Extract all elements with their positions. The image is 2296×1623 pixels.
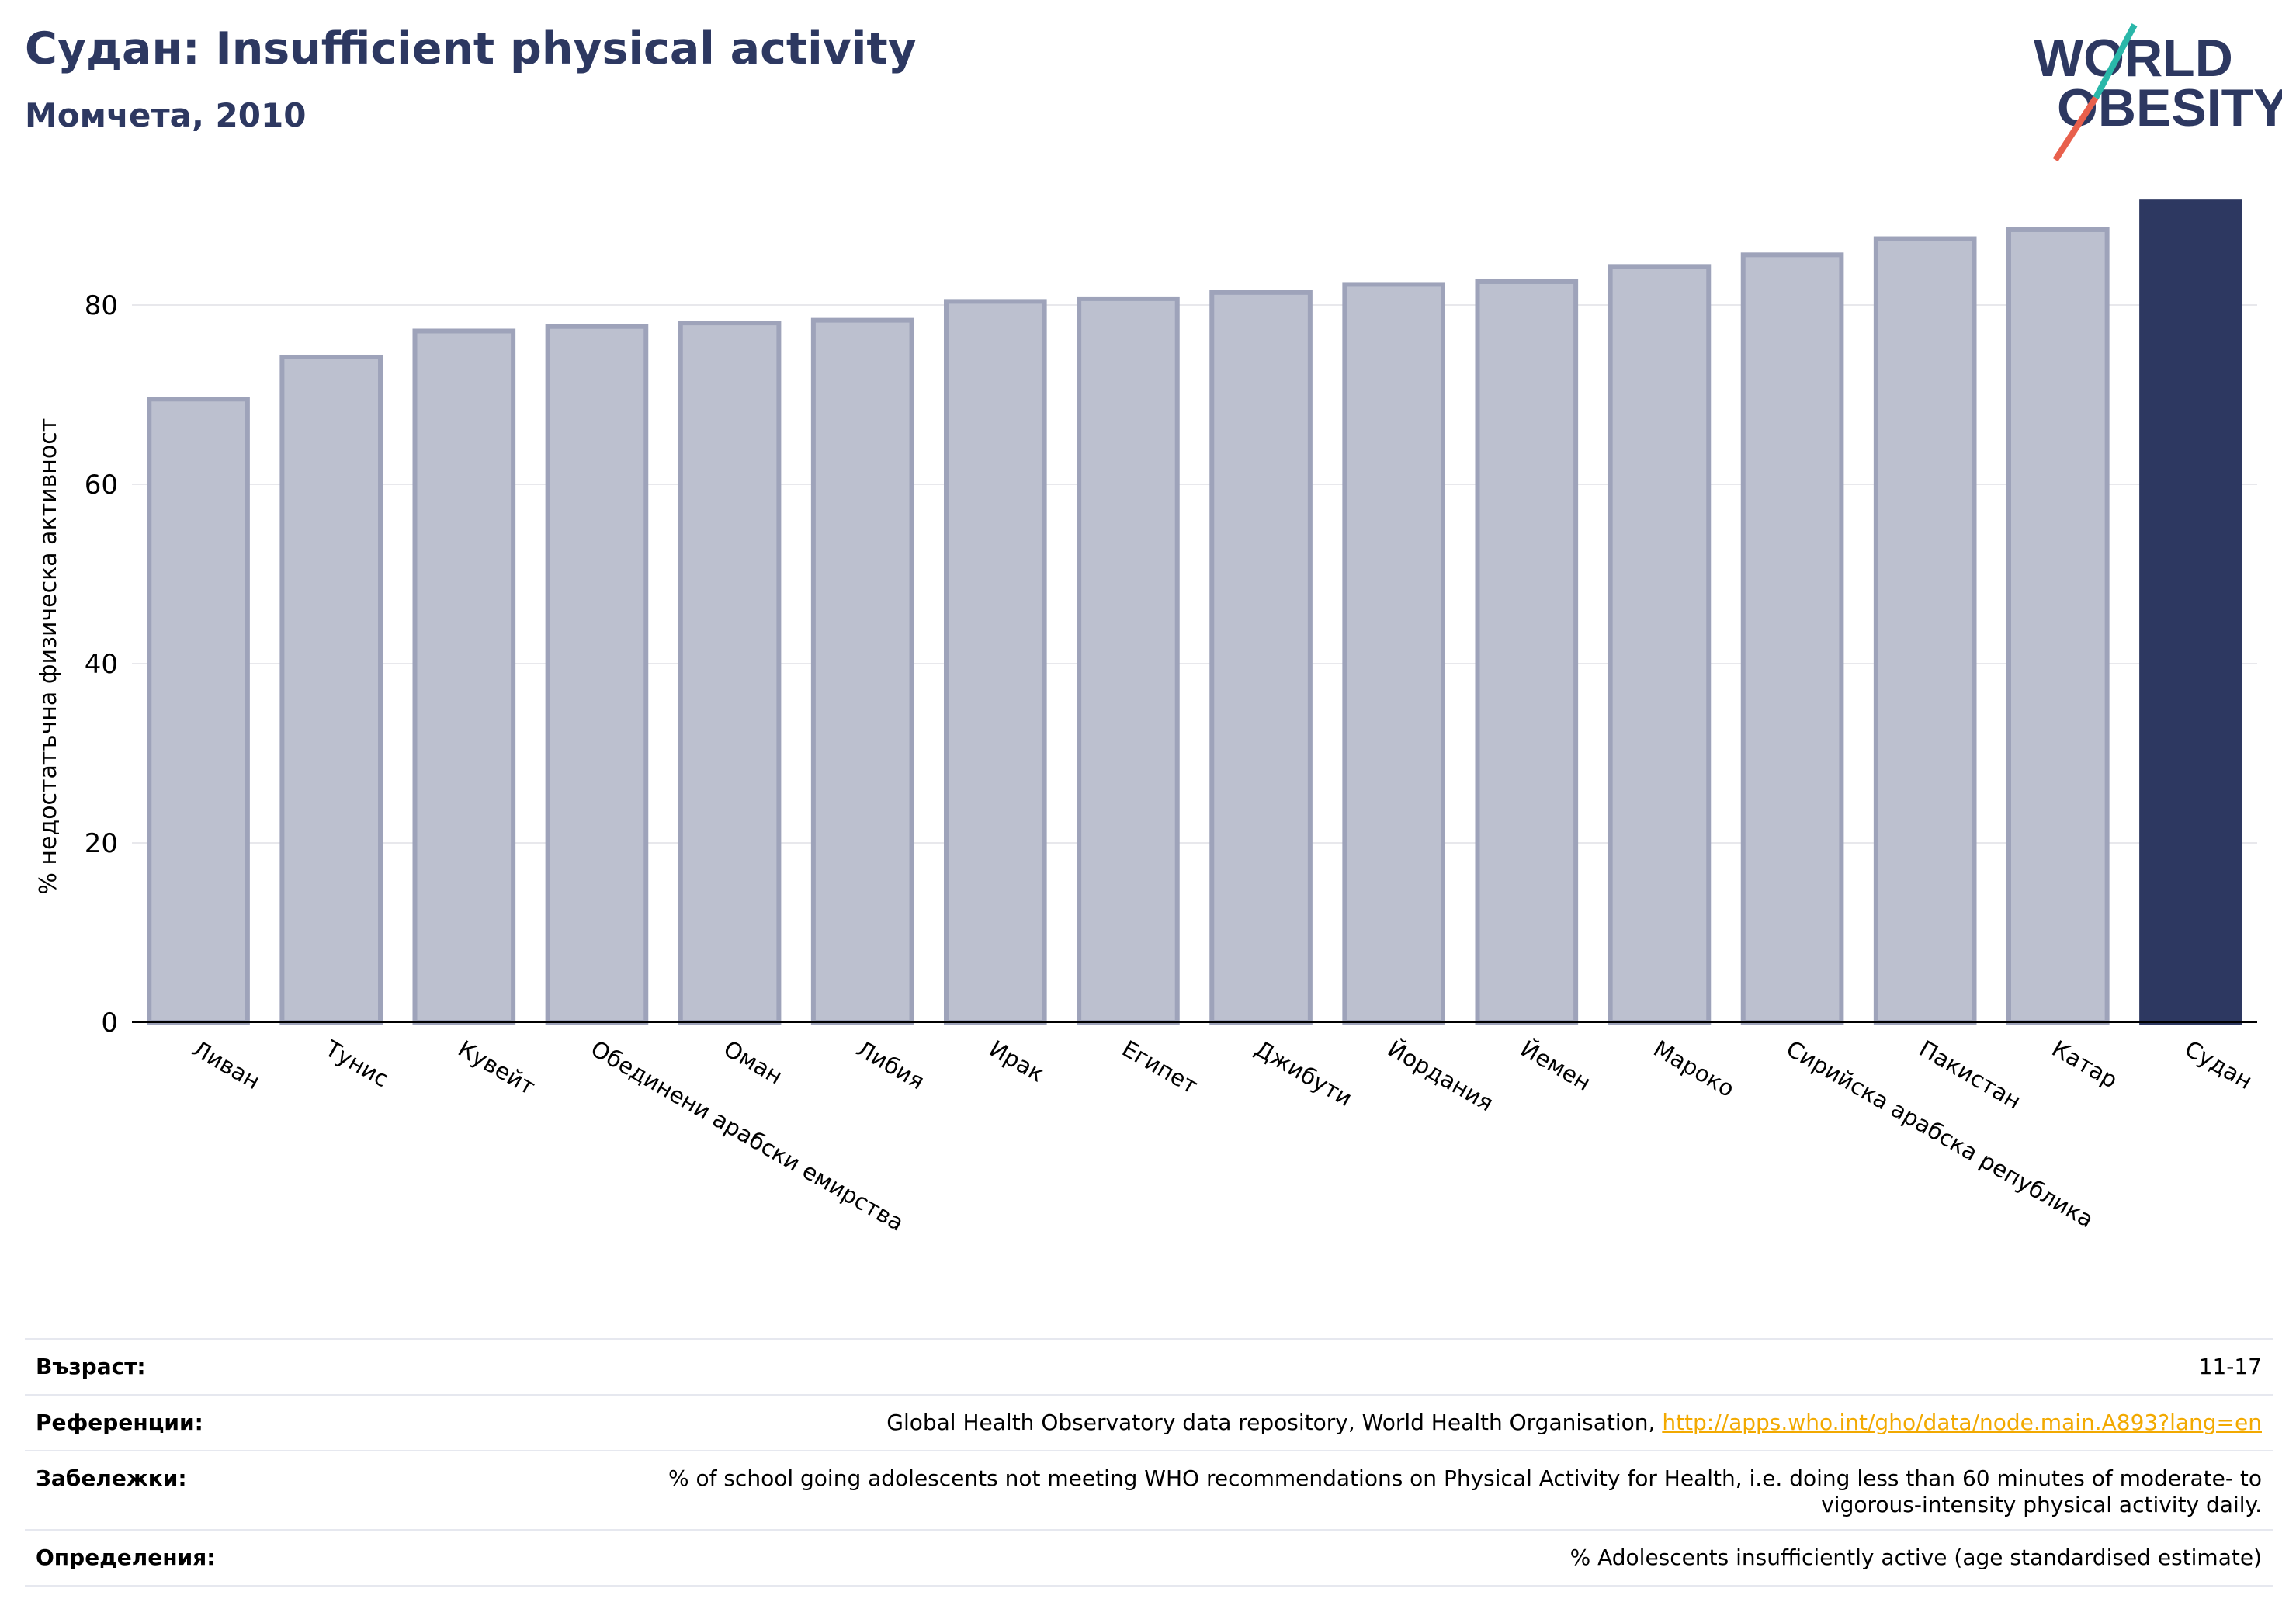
y-tick-label: 20: [85, 828, 118, 859]
world-obesity-logo: WORLD OBESITY: [2034, 23, 2282, 162]
meta-label-notes: Забележки:: [36, 1465, 187, 1491]
bar-6: [943, 299, 1047, 1025]
x-tick-label: Ирак: [985, 1035, 1049, 1087]
x-tick-label: Оман: [720, 1035, 788, 1090]
bar-0: [147, 397, 250, 1025]
meta-value-references: Global Health Observatory data repositor…: [568, 1396, 2273, 1436]
bar-1: [279, 354, 383, 1025]
bar-5: [810, 317, 914, 1025]
x-tick-label: Катар: [2048, 1035, 2122, 1094]
x-tick-labels: Ливан Тунис Кувейт Обединени арабски емирст…: [188, 1035, 2256, 1236]
bar-10: [1475, 279, 1579, 1025]
y-tick-label: 40: [85, 649, 118, 680]
bar-2: [412, 328, 516, 1025]
bar-12: [1740, 252, 1844, 1025]
logo-slash-red: [2052, 95, 2099, 162]
meta-value-notes: % of school going adolescents not meetin…: [668, 1465, 2262, 1517]
x-tick-label: Судан: [2180, 1035, 2257, 1095]
x-tick-label: Джибути: [1250, 1035, 1357, 1112]
page-subtitle: Момчета, 2010: [25, 96, 307, 134]
bars: [147, 199, 2242, 1025]
bar-7: [1077, 296, 1180, 1025]
bar-14: [2006, 227, 2110, 1025]
meta-label-definitions: Определения:: [36, 1545, 216, 1570]
meta-row-notes: Забележки: % of school going adolescents…: [25, 1450, 2273, 1529]
bar-11: [1608, 264, 1712, 1025]
x-tick-label: Йемен: [1516, 1035, 1595, 1097]
meta-value-definitions: % Adolescents insufficiently active (age…: [1569, 1545, 2262, 1570]
logo-text-obesity: OBESITY: [2057, 78, 2282, 137]
x-tick-label: Либия: [852, 1035, 929, 1095]
x-tick-label: Ливан: [188, 1035, 265, 1095]
bar-3: [545, 324, 649, 1025]
page-title: Судан: Insufficient physical activity: [25, 23, 917, 75]
x-tick-label: Египет: [1118, 1035, 1202, 1100]
references-link[interactable]: http://apps.who.int/gho/data/node.main.A…: [1662, 1410, 2262, 1435]
x-tick-label: Йордания: [1383, 1035, 1498, 1117]
y-tick-label: 0: [101, 1007, 118, 1039]
meta-label-age: Възраст:: [36, 1354, 146, 1379]
y-tick-label: 80: [85, 290, 118, 321]
bar-4: [678, 321, 782, 1025]
bar-8: [1209, 290, 1313, 1025]
bar-9: [1342, 282, 1446, 1025]
x-tick-label: Мароко: [1649, 1035, 1739, 1103]
bar-15: [2139, 199, 2242, 1025]
y-axis-label: % недостатъчна физическа активност: [35, 418, 62, 895]
x-tick-label: Пакистан: [1915, 1035, 2026, 1115]
meta-value-age: 11-17: [2198, 1354, 2262, 1379]
x-tick-label: Кувейт: [453, 1035, 539, 1101]
references-text: Global Health Observatory data repositor…: [886, 1410, 1663, 1435]
meta-label-references: Референции:: [36, 1410, 203, 1435]
meta-row-definitions: Определения: % Adolescents insufficientl…: [25, 1529, 2273, 1587]
metadata-table: Възраст: 11-17 Референции: Global Health…: [25, 1338, 2273, 1587]
x-tick-label: Тунис: [320, 1035, 394, 1092]
logo-slash-teal: [2093, 23, 2138, 99]
meta-row-references: Референции: Global Health Observatory da…: [25, 1394, 2273, 1450]
y-tick-label: 60: [85, 470, 118, 501]
meta-row-age: Възраст: 11-17: [25, 1338, 2273, 1394]
bar-13: [1873, 236, 1977, 1025]
y-tick-labels: 0 20 40 60 80: [85, 290, 118, 1039]
logo-text-world: WORLD: [2034, 29, 2233, 88]
